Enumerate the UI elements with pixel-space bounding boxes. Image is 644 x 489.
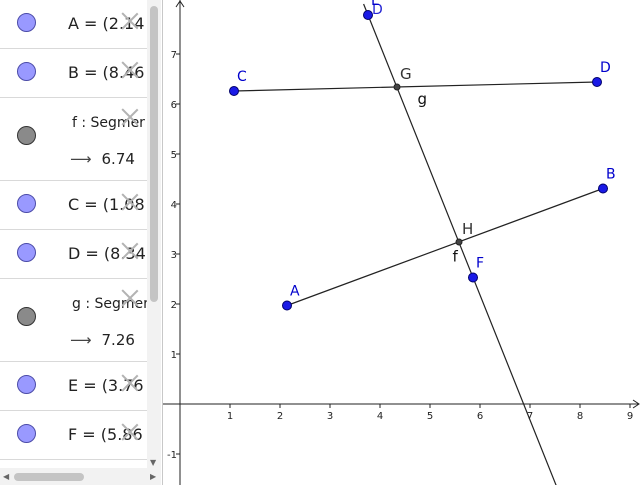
algebra-row-2[interactable]: B = (8.46 [0, 49, 147, 98]
point-d[interactable] [592, 77, 602, 87]
overlapping-point-label: D [372, 2, 383, 18]
segment-label-g: g [418, 90, 428, 108]
delete-icon[interactable] [121, 242, 139, 260]
scroll-down-arrow-icon[interactable]: ▼ [150, 458, 157, 467]
x-tick-label: 9 [627, 411, 633, 422]
y-tick-label: 3 [171, 250, 177, 261]
intersection-label-g: G [400, 65, 412, 83]
point-label-d: D [600, 60, 611, 76]
point-c[interactable] [229, 86, 239, 96]
algebra-row-8[interactable]: F = (5.86 [0, 411, 147, 460]
x-tick-label: 2 [277, 411, 283, 422]
visibility-toggle-icon[interactable] [17, 243, 36, 262]
point-label-f: F [476, 256, 484, 272]
algebra-row-7[interactable]: E = (3.76 [0, 362, 147, 411]
visibility-toggle-icon[interactable] [17, 126, 36, 145]
scroll-left-arrow-icon[interactable]: ◀ [3, 472, 10, 481]
y-tick-label: 7 [171, 50, 177, 61]
delete-icon[interactable] [121, 108, 139, 126]
x-tick-label: 7 [527, 411, 533, 422]
y-tick-label: 2 [171, 300, 177, 311]
y-tick-label: 4 [171, 200, 177, 211]
y-axis-arrow-icon [175, 0, 185, 8]
delete-icon[interactable] [121, 193, 139, 211]
algebra-vertical-scrollbar[interactable]: ▼ [147, 0, 161, 468]
delete-icon[interactable] [121, 61, 139, 79]
output-arrow-icon: ⟶ [70, 331, 92, 349]
point-label-e: E [371, 0, 380, 9]
output-arrow-icon: ⟶ [70, 150, 92, 168]
delete-icon[interactable] [121, 289, 139, 307]
x-tick-label: 3 [327, 411, 333, 422]
algebra-row-5[interactable]: D = (8.34 [0, 230, 147, 279]
segment-length-output: ⟶ 6.74 [70, 150, 135, 168]
segment-f [286, 187, 604, 307]
algebra-horizontal-scrollbar[interactable]: ◀ ▶ [0, 468, 161, 485]
intersection-label-h: H [462, 220, 473, 238]
algebra-row-3[interactable]: f : Segmer ⟶ 6.74 [0, 98, 147, 181]
x-tick-label: 6 [477, 411, 483, 422]
point-label-a: A [290, 284, 300, 300]
visibility-toggle-icon[interactable] [17, 13, 36, 32]
intersection-point-g [393, 83, 401, 91]
algebra-view: A = (2.14 B = (8.46 f : Segmer ⟶ 6.74 C = (1.… [0, 0, 163, 485]
segment-length-output: ⟶ 7.26 [70, 331, 135, 349]
algebra-row-1[interactable]: A = (2.14 [0, 0, 147, 49]
segment-label-f: f [453, 248, 459, 266]
delete-icon[interactable] [121, 374, 139, 392]
horizontal-scroll-thumb[interactable] [14, 473, 84, 481]
x-tick-label: 8 [577, 411, 583, 422]
x-tick-label: 1 [227, 411, 233, 422]
y-tick-label: 5 [171, 150, 177, 161]
y-tick-label: 1 [171, 350, 177, 361]
point-label-c: C [237, 69, 247, 85]
scroll-right-arrow-icon[interactable]: ▶ [150, 472, 157, 481]
visibility-toggle-icon[interactable] [17, 307, 36, 326]
point-e[interactable] [363, 10, 373, 20]
x-tick-label: 5 [427, 411, 433, 422]
point-f[interactable] [468, 272, 478, 283]
delete-icon[interactable] [121, 423, 139, 441]
x-tick-label: 4 [377, 411, 383, 422]
y-tick-label: -1 [167, 450, 177, 461]
algebra-row-6[interactable]: g : Segmer ⟶ 7.26 [0, 279, 149, 362]
visibility-toggle-icon[interactable] [17, 375, 36, 394]
vertical-scroll-thumb[interactable] [150, 6, 158, 302]
intersection-point-h [455, 238, 463, 246]
segment-g [233, 81, 598, 92]
algebra-row-4[interactable]: C = (1.08 [0, 181, 147, 230]
segment-length-value: 6.74 [101, 150, 135, 168]
point-b[interactable] [598, 183, 608, 194]
visibility-toggle-icon[interactable] [17, 62, 36, 81]
y-tick-label: 6 [171, 100, 177, 111]
visibility-toggle-icon[interactable] [17, 424, 36, 443]
delete-icon[interactable] [121, 12, 139, 30]
point-a[interactable] [282, 300, 292, 311]
x-axis-arrow-icon [632, 399, 640, 409]
point-label-b: B [606, 167, 616, 183]
visibility-toggle-icon[interactable] [17, 194, 36, 213]
segment-length-value: 7.26 [101, 331, 135, 349]
